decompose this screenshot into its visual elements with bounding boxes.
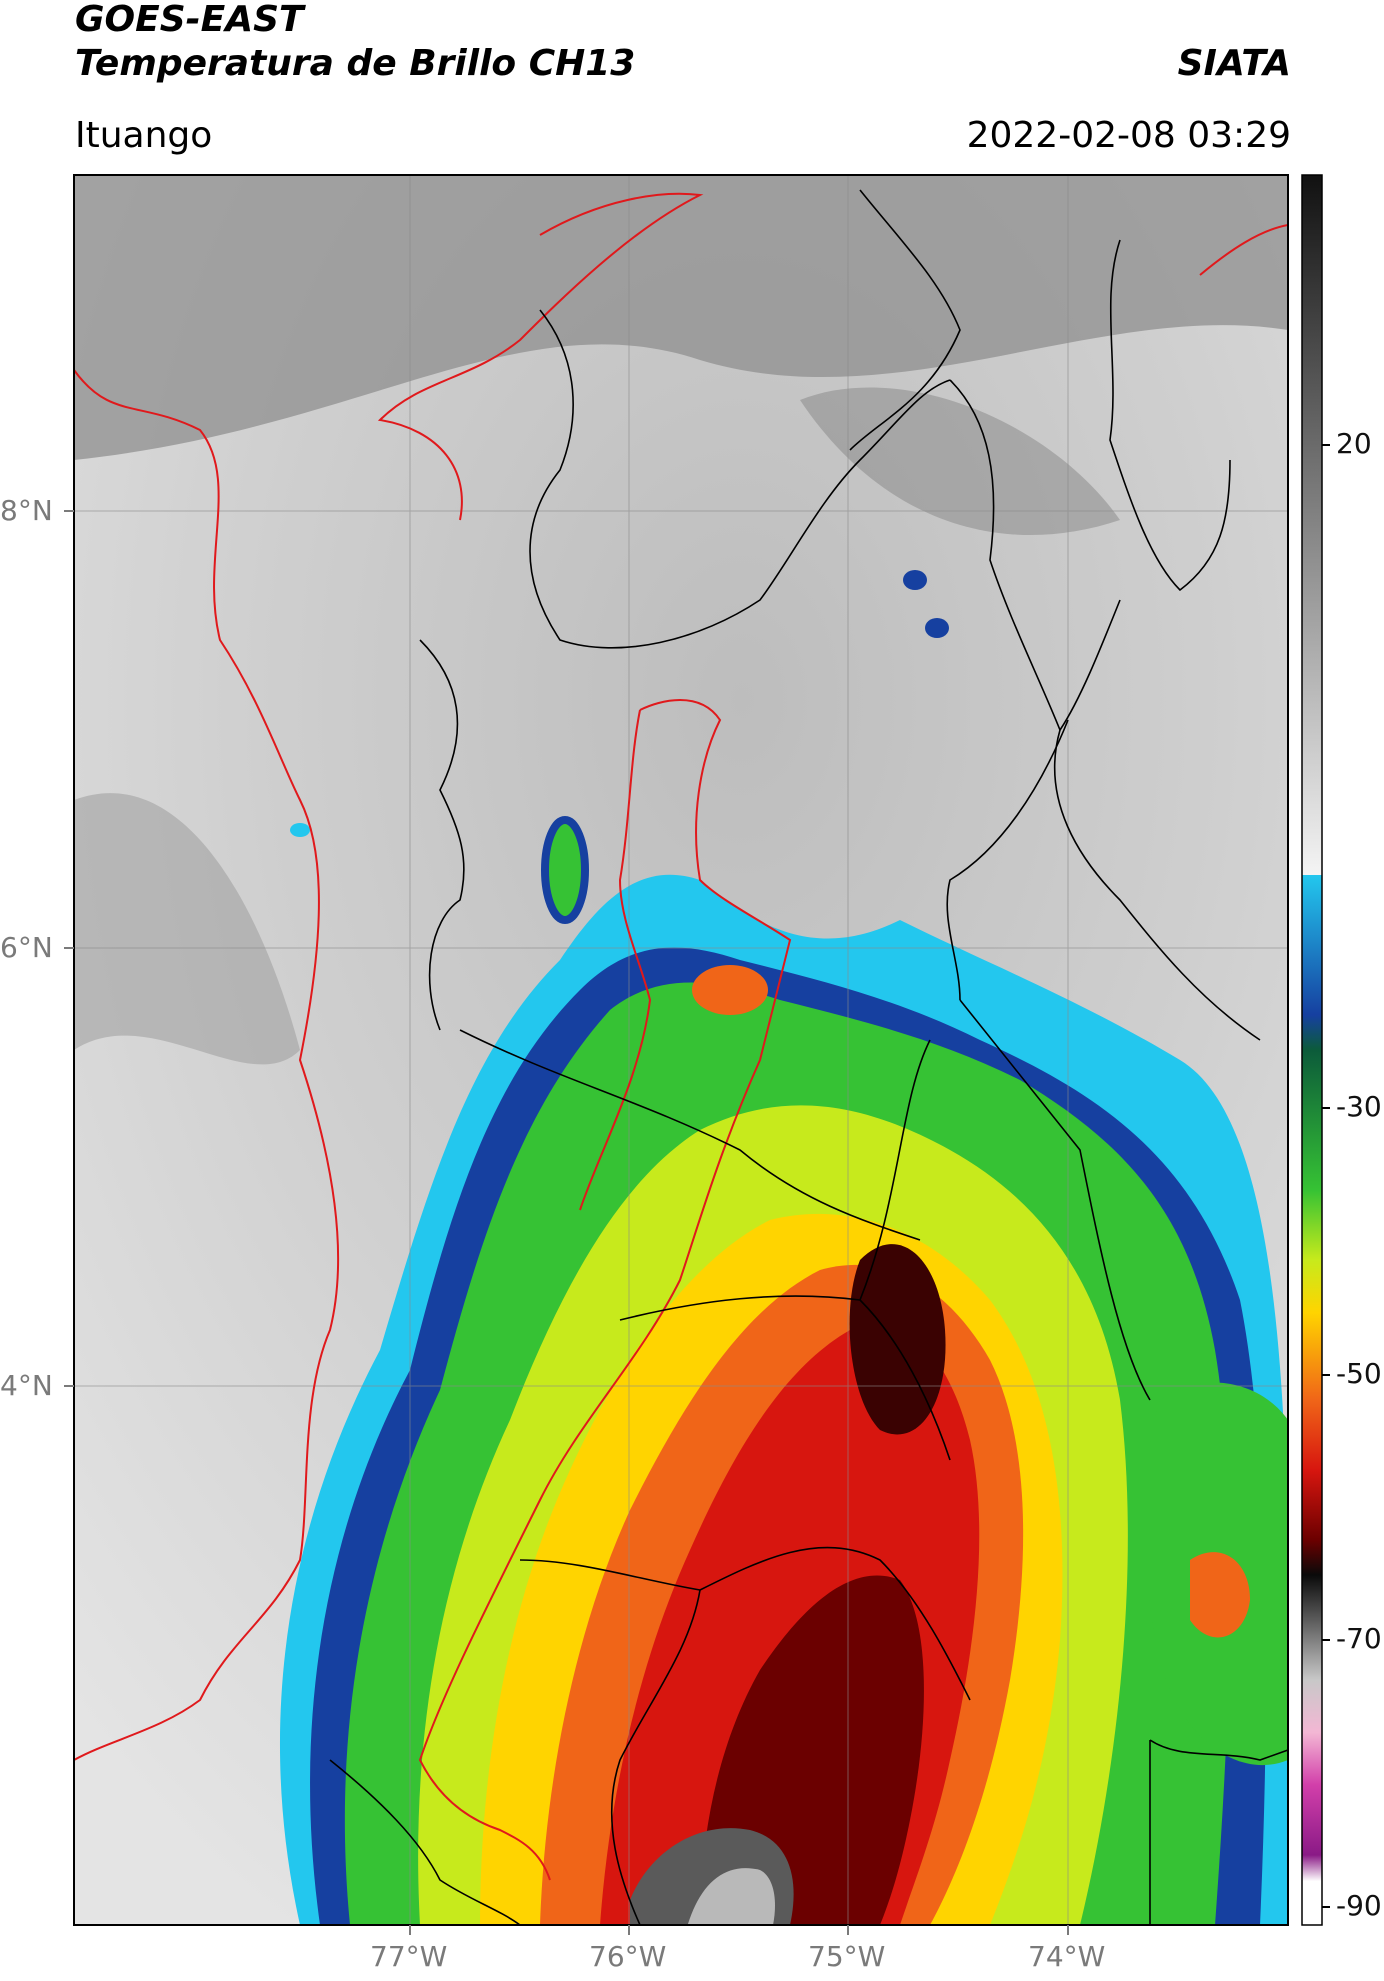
cell-northwest [541, 816, 589, 924]
lat-label-4n: 4°N [0, 1369, 53, 1402]
cell-north-orange [692, 965, 768, 1015]
lat-label-6n: 6°N [0, 931, 53, 964]
cold-cloud-north [74, 175, 1288, 460]
country-borders [74, 192, 1288, 1881]
colorbar-label-minus50: -50 [1336, 1357, 1382, 1390]
tick-marks [64, 510, 1069, 1935]
storm-core-overshoot [687, 1868, 775, 1925]
colorbar-label-minus70: -70 [1336, 1622, 1382, 1655]
admin-borders [329, 189, 1288, 1925]
lat-label-8n: 8°N [0, 494, 53, 527]
cell-small-3 [290, 823, 310, 837]
map-frame [73, 174, 1289, 1926]
lon-label-75w: 75°W [808, 1940, 886, 1973]
title-product: Temperatura de Brillo CH13 [75, 43, 636, 84]
title-satellite: GOES-EAST [75, 0, 304, 40]
east-cell-core [1190, 1552, 1250, 1638]
location-label: Ituango [75, 115, 213, 156]
cell-small-1 [903, 570, 927, 590]
cloud-west [74, 793, 300, 1065]
timestamp-label: 2022-02-08 03:29 [966, 115, 1291, 156]
lon-label-77w: 77°W [370, 1940, 448, 1973]
colorbar-label-minus30: -30 [1336, 1090, 1382, 1123]
cell-small-2 [925, 618, 949, 638]
lon-label-74w: 74°W [1028, 1940, 1106, 1973]
colorbar-label-minus90: -90 [1336, 1889, 1382, 1922]
colorbar-label-20: 20 [1336, 427, 1372, 460]
brand-label: SIATA [1177, 43, 1291, 84]
colorbar [1301, 174, 1323, 1926]
colorbar-ticks [1322, 444, 1330, 1908]
lon-label-76w: 76°W [589, 1940, 667, 1973]
graticule [74, 175, 1288, 1925]
storm-core-north [849, 1244, 946, 1435]
